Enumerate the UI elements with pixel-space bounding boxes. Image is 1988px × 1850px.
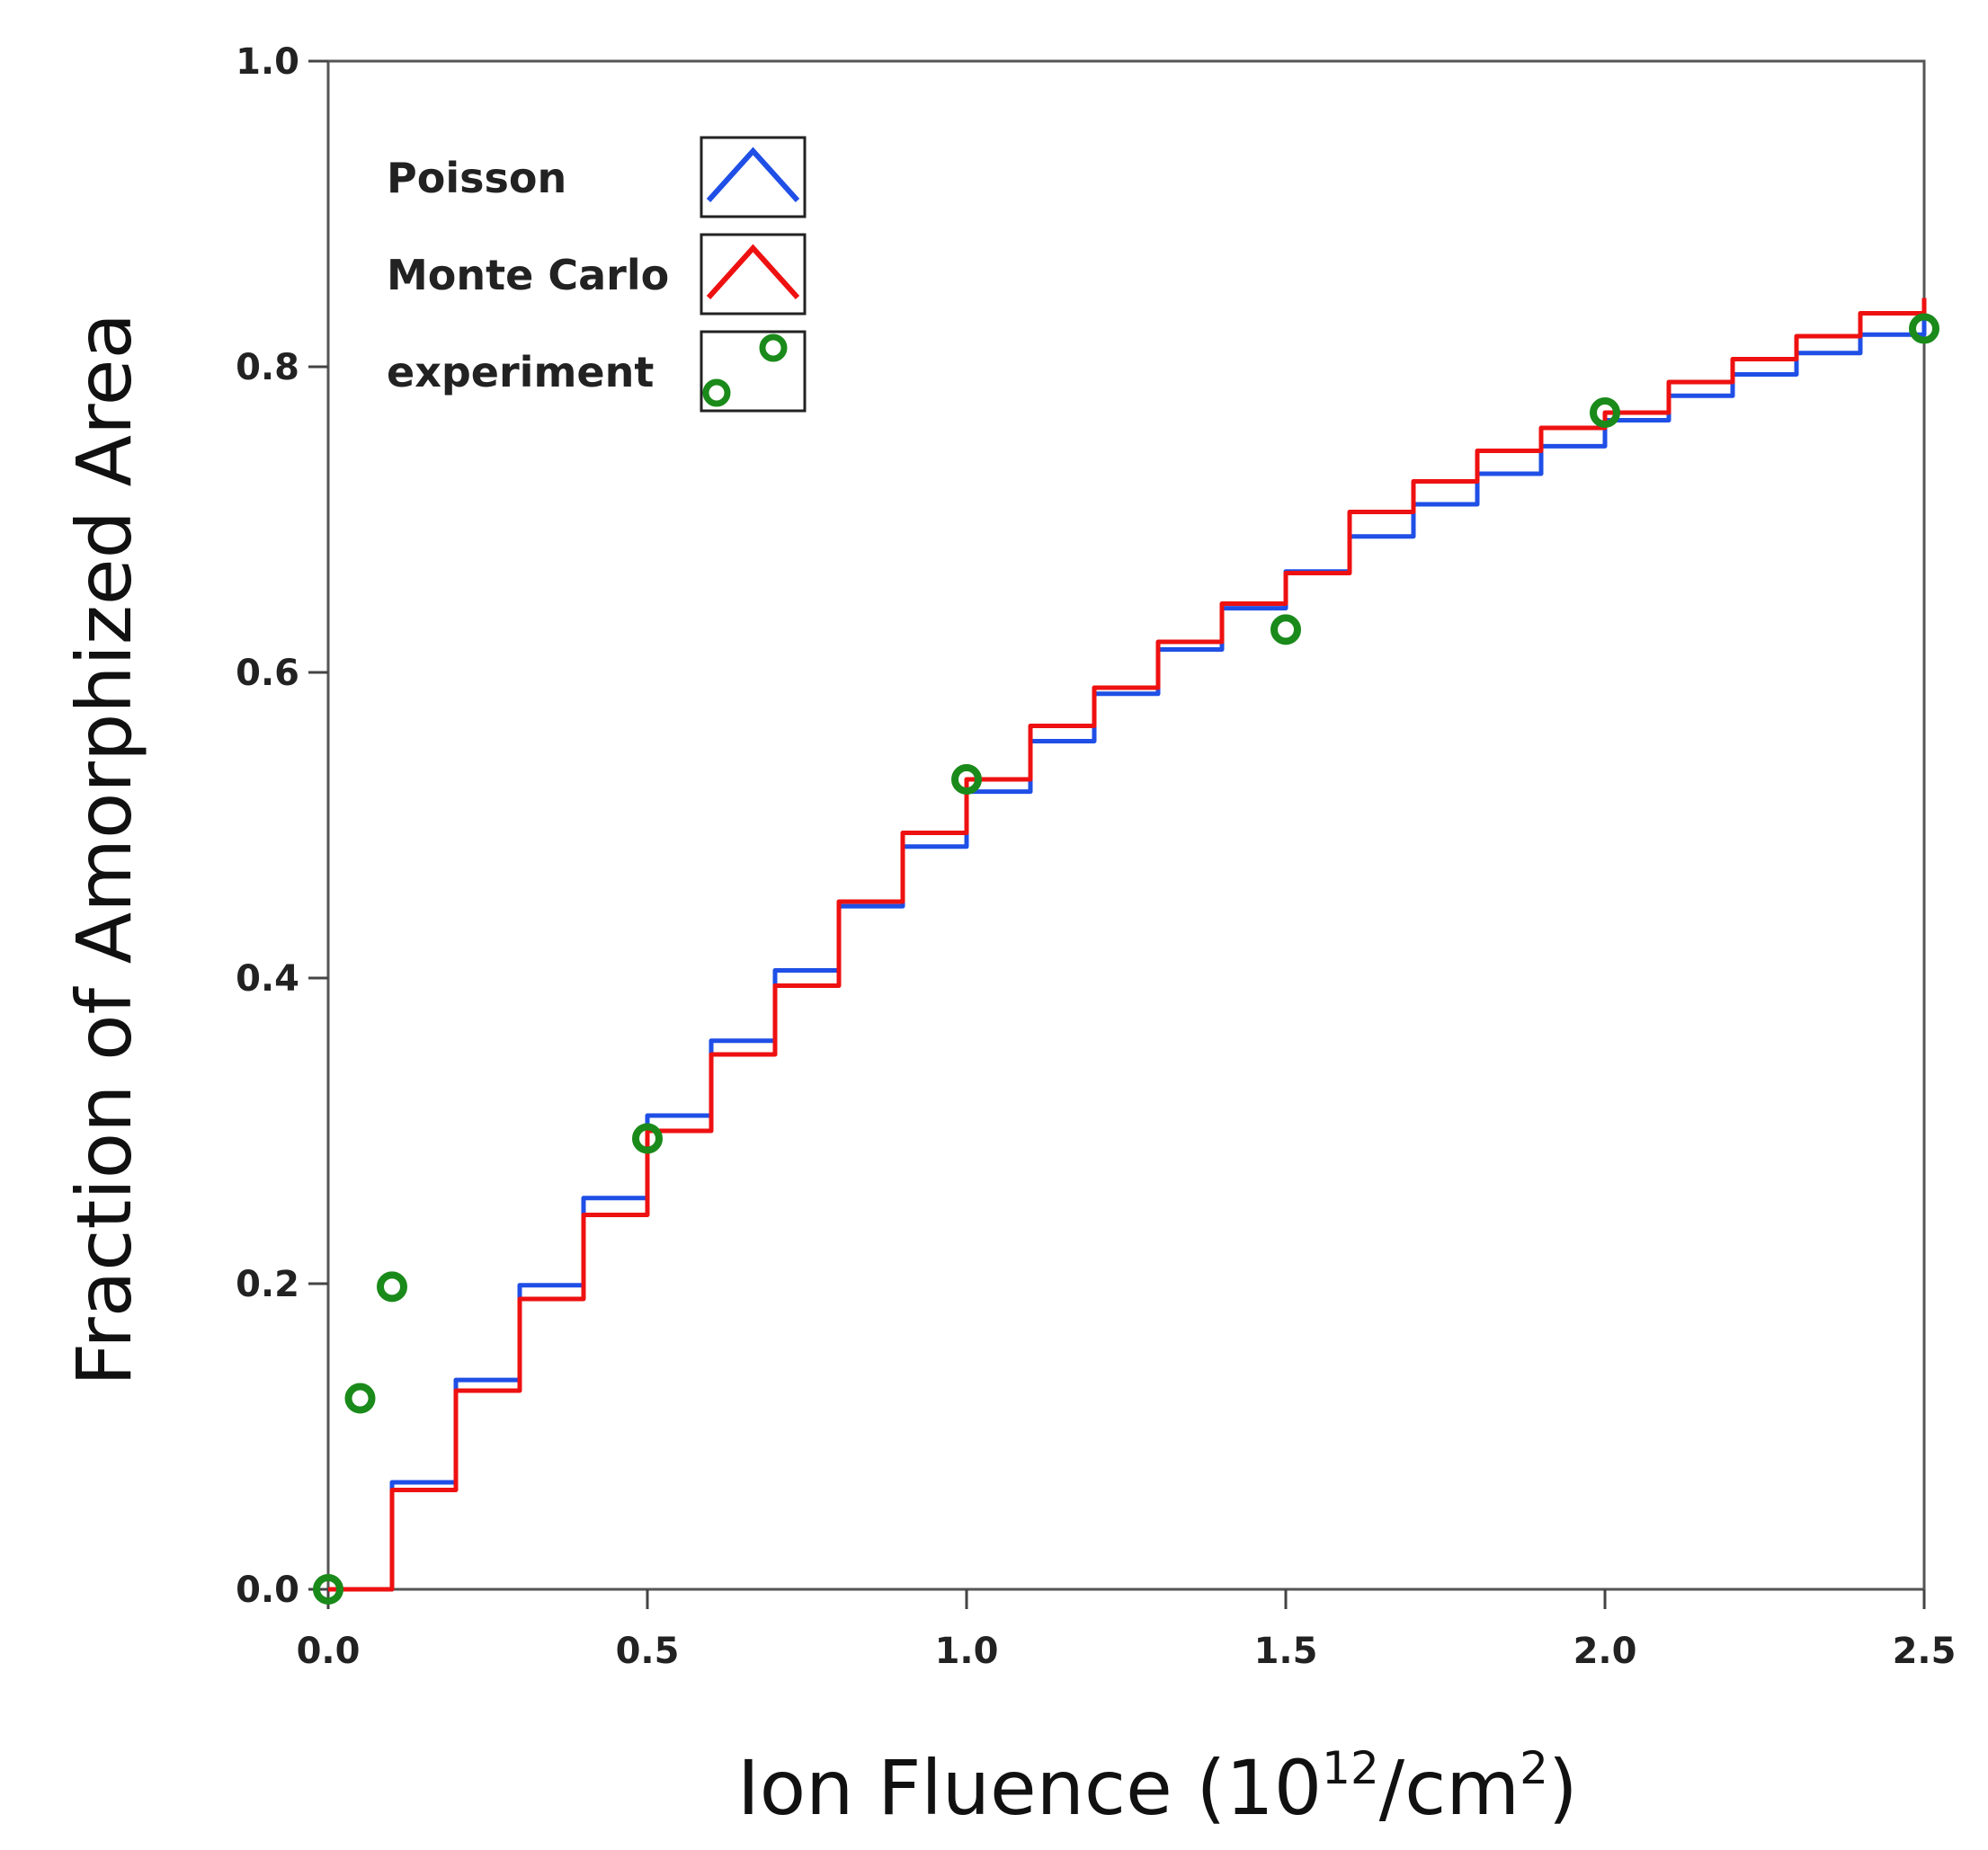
y-tick-label: 0.2 [236, 1264, 299, 1305]
experiment-point [632, 1123, 663, 1154]
experiment-point [377, 1271, 407, 1303]
y-axis: 0.0 0.2 0.4 0.6 0.8 1.0 [236, 41, 328, 1611]
series-poisson [328, 316, 1927, 1592]
series-layer [313, 298, 1939, 1605]
y-axis-title: Fraction of Amorphized Area [60, 313, 148, 1386]
plot-frame [326, 59, 1926, 1591]
y-tick-label: 0.0 [236, 1570, 299, 1611]
experiment-point [951, 764, 982, 795]
y-tick-label: 1.0 [236, 41, 299, 83]
x-tick-label: 0.5 [616, 1631, 680, 1672]
experiment-point [344, 1383, 376, 1414]
series-experiment [313, 313, 1939, 1605]
experiment-point [1909, 313, 1939, 344]
legend-swatch-marker [759, 334, 788, 362]
legend-label-monte-carlo: Monte Carlo [387, 251, 669, 299]
y-tick-label: 0.6 [236, 653, 299, 694]
x-tick-label: 1.0 [935, 1631, 999, 1672]
experiment-point [1270, 614, 1301, 645]
x-axis-title-unit-exponent: 2 [1520, 1742, 1548, 1794]
x-tick-label: 1.5 [1254, 1631, 1318, 1672]
x-axis: 0.0 0.5 1.0 1.5 2.0 2.5 [297, 1589, 1957, 1672]
legend-label-poisson: Poisson [387, 154, 566, 202]
y-tick-label: 0.4 [236, 958, 299, 1000]
legend-label-experiment: experiment [387, 348, 654, 396]
x-tick-label: 2.0 [1573, 1631, 1637, 1672]
x-tick-label: 0.0 [297, 1631, 361, 1672]
series-monte-carlo [328, 298, 1927, 1592]
x-axis-title-end: ) [1548, 1744, 1578, 1832]
legend-swatch-box [700, 330, 807, 413]
x-tick-label: 2.5 [1893, 1631, 1957, 1672]
legend-swatch-line [706, 244, 800, 300]
legend: Poisson Monte Carlo experiment [387, 136, 807, 413]
experiment-point [1590, 397, 1620, 428]
x-axis-title-exponent: 12 [1322, 1742, 1379, 1794]
x-axis-title-main: Ion Fluence (10 [737, 1744, 1322, 1832]
x-axis-title: Ion Fluence (1012/cm2) [737, 1742, 1578, 1832]
y-tick-label: 0.8 [236, 347, 299, 388]
x-axis-title-unit: /cm [1379, 1744, 1520, 1832]
series-line-poisson [328, 316, 1927, 1592]
legend-swatch-line [706, 147, 800, 203]
series-line-monte-carlo [328, 298, 1927, 1592]
plot-frame-border [326, 59, 1926, 1591]
experiment-point [313, 1574, 343, 1605]
legend-swatch-marker [702, 378, 731, 407]
